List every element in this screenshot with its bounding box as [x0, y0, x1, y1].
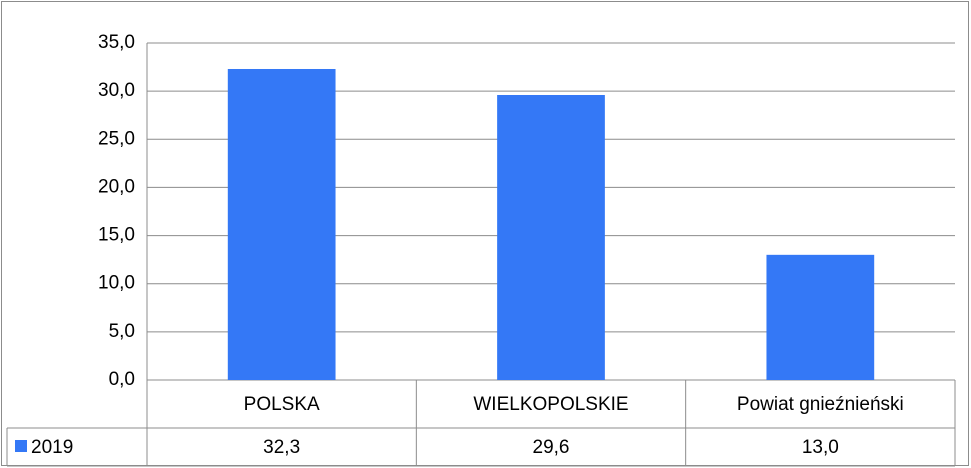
x-tick-label: WIELKOPOLSKIE	[473, 394, 628, 415]
y-tick-label: 0,0	[109, 369, 135, 390]
legend-swatch	[15, 440, 27, 452]
x-tick-label: Powiat gnieźnieński	[737, 394, 904, 415]
bar	[227, 68, 336, 381]
data-label: 13,0	[802, 437, 839, 458]
y-tick-label: 5,0	[109, 321, 135, 342]
data-label: 29,6	[533, 437, 570, 458]
y-tick-label: 15,0	[98, 225, 135, 246]
bar	[497, 94, 605, 380]
y-tick-label: 25,0	[98, 128, 135, 149]
y-tick-label: 30,0	[98, 80, 135, 101]
y-tick-label: 35,0	[98, 32, 135, 53]
legend-label: 2019	[31, 437, 73, 458]
x-tick-label: POLSKA	[244, 394, 320, 415]
bar	[766, 254, 875, 380]
y-tick-label: 20,0	[98, 176, 135, 197]
y-tick-label: 10,0	[98, 273, 135, 294]
data-label: 32,3	[263, 437, 300, 458]
